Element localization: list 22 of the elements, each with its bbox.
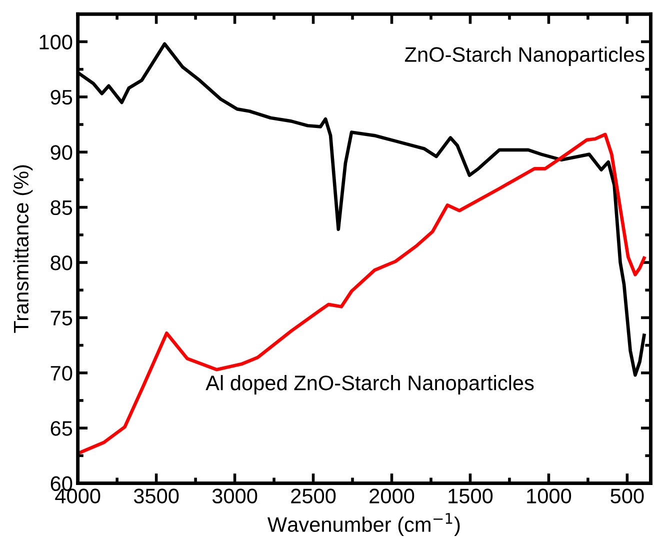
- x-tick-label: 2000: [370, 488, 414, 504]
- y-tick-label: 90: [50, 145, 72, 160]
- y-axis-title: Transmittance (%): [13, 165, 33, 333]
- y-tick-label: 100: [40, 34, 72, 50]
- x-axis-title: Wavenumber (cm$^{−1}$): [267, 513, 460, 536]
- x-tick-label: 2500: [291, 488, 336, 504]
- y-tick-label: 80: [50, 255, 72, 270]
- y-tick-label: 85: [50, 200, 72, 216]
- y-tick-label: 65: [50, 421, 72, 436]
- y-tick-label: 75: [50, 310, 72, 326]
- x-tick-label: 3000: [212, 488, 258, 504]
- line-series: [78, 132, 646, 456]
- x-tick-label: 1000: [527, 488, 572, 504]
- y-tick-label: 95: [50, 90, 72, 105]
- annotation: Al doped ZnO-Starch Nanoparticles: [206, 375, 534, 394]
- y-tick-label: 70: [50, 366, 72, 381]
- x-tick-label: 3500: [134, 488, 179, 504]
- annotation: ZnO-Starch Nanoparticles: [404, 46, 644, 66]
- x-tick-label: 500: [610, 488, 644, 504]
- x-tick-label: 1500: [448, 488, 493, 504]
- x-tick-label: 4000: [55, 488, 100, 504]
- y-tick-label: 60: [50, 476, 72, 492]
